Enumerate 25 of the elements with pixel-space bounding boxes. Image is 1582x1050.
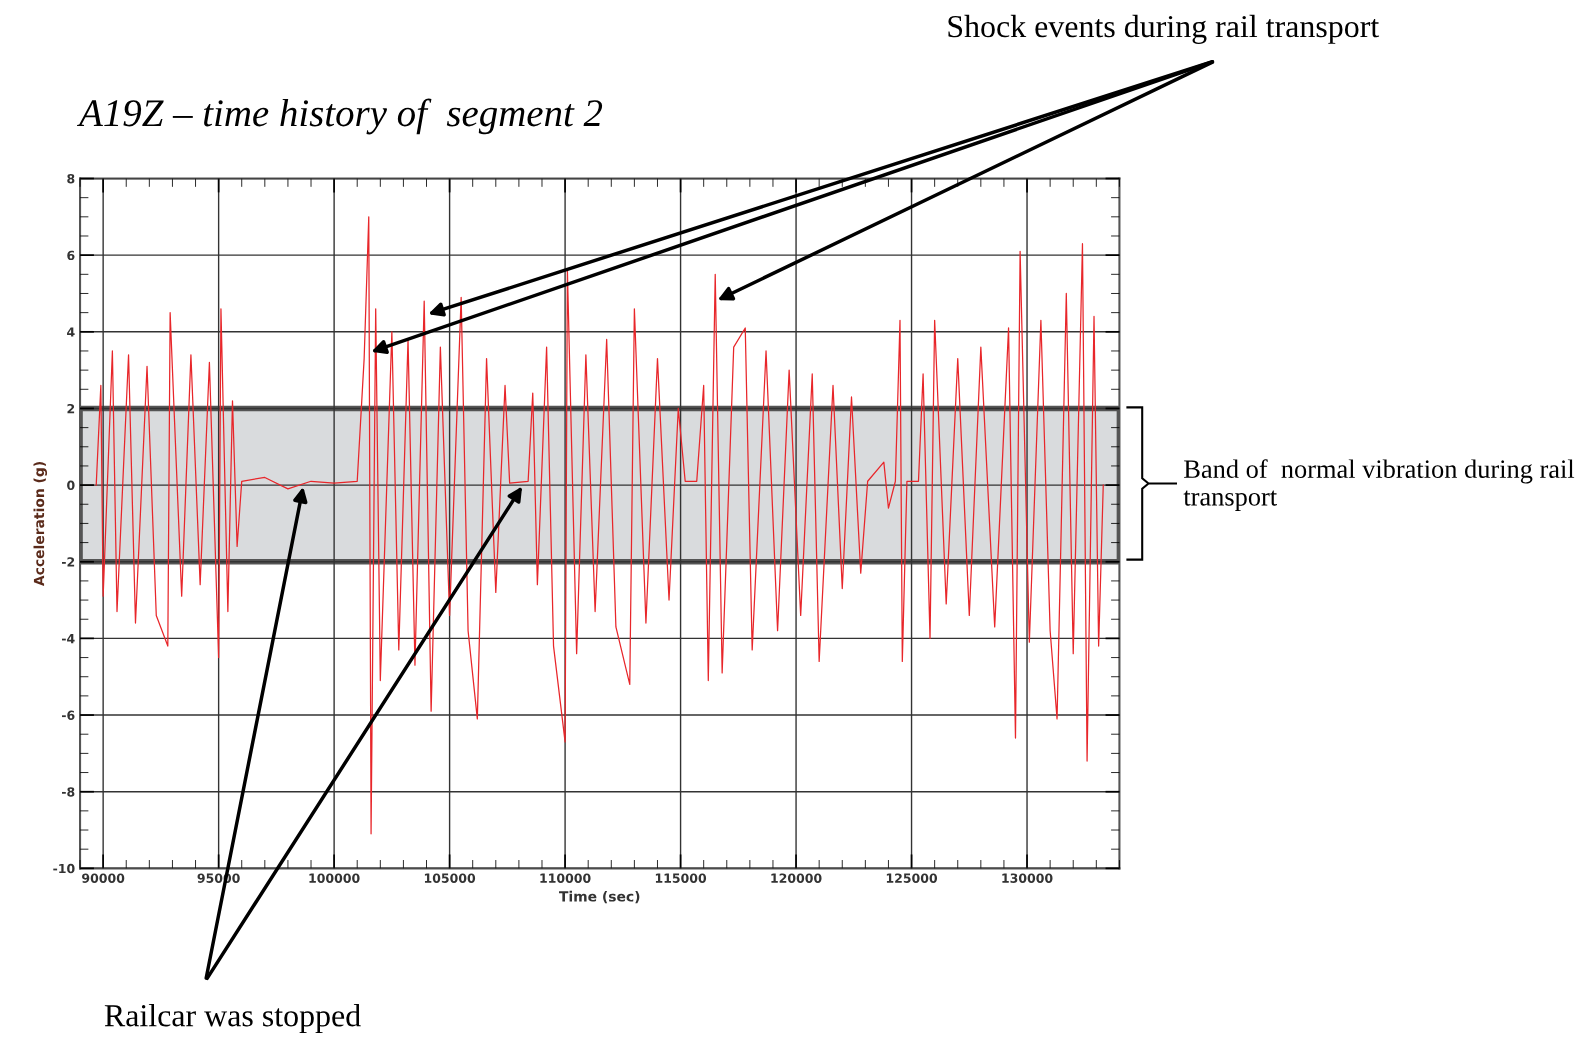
y-tick-label: -4 (61, 634, 75, 644)
y-tick-label: 6 (67, 250, 75, 261)
x-tick-label: 115000 (655, 873, 707, 883)
band-label: Band of normal vibration during rail transport (1183, 459, 1575, 512)
y-tick-label: 0 (67, 480, 75, 491)
text: Shock events during rail transport (948, 14, 1380, 44)
y-tick-label: 4 (67, 327, 75, 337)
x-tick-label: 130000 (1002, 873, 1053, 883)
x-tick-label: 90000 (82, 873, 125, 883)
x-tick-label: 105000 (424, 873, 476, 883)
chart-title: A19Z – time history of segment 2 (76, 98, 603, 135)
x-tick-label: 120000 (771, 873, 822, 883)
y-tick-label: 2 (67, 403, 75, 414)
line-series (95, 216, 1104, 835)
x-tick-label: 125000 (886, 873, 938, 883)
x-axis-title: Time (sec) (559, 890, 640, 904)
y-axis-title: Acceleration (g) (33, 461, 48, 587)
text: Railcar was stopped (104, 1004, 361, 1033)
y-tick-label: -8 (61, 787, 75, 797)
y-tick-label: -2 (61, 557, 75, 567)
y-tick-label: -6 (61, 710, 75, 720)
y-tick-label: -10 (53, 863, 75, 874)
x-tick-label: 110000 (540, 873, 591, 883)
y-tick-label: 8 (67, 173, 75, 184)
x-tick-label: 100000 (309, 873, 360, 883)
